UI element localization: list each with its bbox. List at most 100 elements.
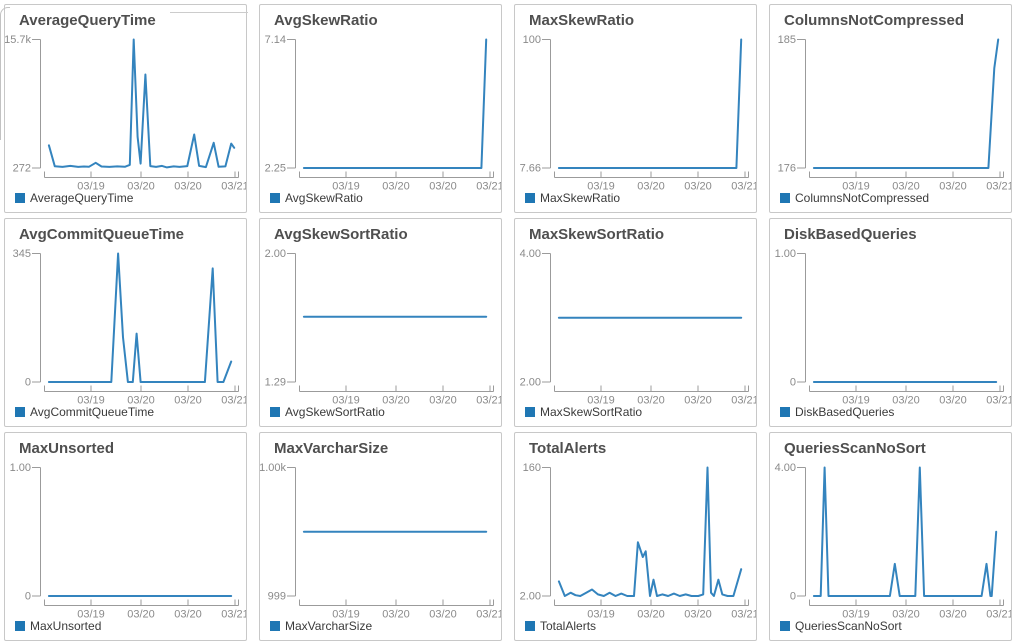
legend-series-color-icon	[15, 621, 25, 631]
y-axis-max-label: 345	[13, 248, 31, 260]
x-axis-tick-label: 03/19	[332, 609, 360, 620]
metric-widget-panel-AverageQueryTime[interactable]: AverageQueryTime 15.7k 272 03/19 03/20 03/20…	[4, 4, 247, 213]
line-chart[interactable]: 345 0 03/19 03/20 03/20 03/21	[5, 245, 247, 405]
x-axis-tick-label: 03/21	[986, 181, 1012, 192]
widget-title[interactable]: MaxUnsorted	[19, 440, 115, 457]
y-axis-max-label: 100	[523, 34, 541, 46]
legend-series-color-icon	[525, 621, 535, 631]
y-axis-min-label: 0	[790, 377, 796, 389]
line-chart[interactable]: 1.00 0 03/19 03/20 03/20 03/21	[770, 245, 1012, 405]
x-axis-tick-label: 03/19	[842, 181, 870, 192]
x-axis-tick-label: 03/20	[127, 609, 155, 620]
chart-legend-item[interactable]: MaxVarcharSize	[270, 619, 372, 633]
chart-legend-item[interactable]: MaxSkewSortRatio	[525, 405, 642, 419]
metric-widget-panel-MaxSkewRatio[interactable]: MaxSkewRatio 100 7.66 03/19 03/20 03/20 03/21…	[514, 4, 757, 213]
line-chart[interactable]: 15.7k 272 03/19 03/20 03/20 03/21	[5, 31, 247, 191]
y-axis-max-label: 1.00	[775, 248, 796, 260]
x-axis-tick-label: 03/20	[939, 395, 967, 406]
metric-series-line	[812, 466, 998, 597]
widget-title[interactable]: AvgSkewRatio	[274, 12, 378, 29]
y-axis-max-label: 4.00	[775, 462, 796, 474]
legend-series-label: AvgSkewRatio	[285, 191, 363, 205]
line-chart[interactable]: 2.00 1.29 03/19 03/20 03/20 03/21	[260, 245, 502, 405]
x-axis-tick-label: 03/21	[731, 609, 757, 620]
x-axis-tick-label: 03/21	[221, 181, 247, 192]
line-chart[interactable]: 160 2.00 03/19 03/20 03/20 03/21	[515, 459, 757, 619]
widget-title[interactable]: MaxVarcharSize	[274, 440, 389, 457]
line-chart[interactable]: 1.00k 999 03/19 03/20 03/20 03/21	[260, 459, 502, 619]
metric-widget-panel-TotalAlerts[interactable]: TotalAlerts 160 2.00 03/19 03/20 03/20 03/21 …	[514, 432, 757, 641]
chart-legend-item[interactable]: MaxSkewRatio	[525, 191, 620, 205]
x-axis-tick-label: 03/20	[429, 609, 457, 620]
y-axis-max-label: 1.00	[10, 462, 31, 474]
legend-series-color-icon	[270, 621, 280, 631]
x-axis-tick-label: 03/19	[587, 181, 615, 192]
metric-widget-panel-MaxUnsorted[interactable]: MaxUnsorted 1.00 0 03/19 03/20 03/20 03/21 Ma…	[4, 432, 247, 641]
line-chart[interactable]: 1.00 0 03/19 03/20 03/20 03/21	[5, 459, 247, 619]
metric-widget-panel-ColumnsNotCompressed[interactable]: ColumnsNotCompressed 185 176 03/19 03/20 03/…	[769, 4, 1012, 213]
y-axis-max-label: 7.14	[265, 34, 286, 46]
y-axis-min-label: 2.00	[520, 377, 541, 389]
widget-title[interactable]: DiskBasedQueries	[784, 226, 917, 243]
y-axis-max-label: 2.00	[265, 248, 286, 260]
metric-widget-panel-QueriesScanNoSort[interactable]: QueriesScanNoSort 4.00 0 03/19 03/20 03/20 03…	[769, 432, 1012, 641]
line-chart[interactable]: 4.00 0 03/19 03/20 03/20 03/21	[770, 459, 1012, 619]
line-chart[interactable]: 100 7.66 03/19 03/20 03/20 03/21	[515, 31, 757, 191]
widget-title[interactable]: AverageQueryTime	[19, 12, 156, 29]
legend-series-label: QueriesScanNoSort	[795, 619, 902, 633]
legend-series-color-icon	[780, 621, 790, 631]
chart-legend-item[interactable]: AvgCommitQueueTime	[15, 405, 154, 419]
legend-series-color-icon	[270, 407, 280, 417]
chart-legend-item[interactable]: AvgSkewRatio	[270, 191, 363, 205]
legend-series-color-icon	[525, 407, 535, 417]
x-axis-tick-label: 03/21	[476, 609, 502, 620]
widget-title[interactable]: TotalAlerts	[529, 440, 607, 457]
line-chart[interactable]: 185 176 03/19 03/20 03/20 03/21	[770, 31, 1012, 191]
widget-title[interactable]: QueriesScanNoSort	[784, 440, 926, 457]
x-axis-tick-label: 03/20	[892, 609, 920, 620]
x-axis-tick-label: 03/21	[986, 609, 1012, 620]
y-axis-max-label: 185	[778, 34, 796, 46]
line-chart[interactable]: 4.00 2.00 03/19 03/20 03/20 03/21	[515, 245, 757, 405]
widget-title[interactable]: MaxSkewSortRatio	[529, 226, 665, 243]
y-axis-min-label: 0	[790, 591, 796, 603]
y-axis-min-label: 272	[13, 163, 31, 175]
y-axis-max-label: 4.00	[520, 248, 541, 260]
metric-widget-panel-MaxVarcharSize[interactable]: MaxVarcharSize 1.00k 999 03/19 03/20 03/20 03…	[259, 432, 502, 641]
chart-legend-item[interactable]: MaxUnsorted	[15, 619, 101, 633]
metric-widget-panel-MaxSkewSortRatio[interactable]: MaxSkewSortRatio 4.00 2.00 03/19 03/20 03/20…	[514, 218, 757, 427]
metric-widget-panel-DiskBasedQueries[interactable]: DiskBasedQueries 1.00 0 03/19 03/20 03/20 03/…	[769, 218, 1012, 427]
line-chart[interactable]: 7.14 2.25 03/19 03/20 03/20 03/21	[260, 31, 502, 191]
legend-series-label: ColumnsNotCompressed	[795, 191, 930, 205]
y-axis-max-label: 160	[523, 462, 541, 474]
chart-legend-item[interactable]: TotalAlerts	[525, 619, 596, 633]
metric-widget-panel-AvgSkewSortRatio[interactable]: AvgSkewSortRatio 2.00 1.29 03/19 03/20 03/20…	[259, 218, 502, 427]
chart-legend-item[interactable]: AverageQueryTime	[15, 191, 133, 205]
metric-series-line	[302, 38, 488, 169]
metric-series-line	[557, 466, 743, 597]
legend-series-color-icon	[270, 193, 280, 203]
widget-title[interactable]: ColumnsNotCompressed	[784, 12, 965, 29]
legend-series-color-icon	[780, 193, 790, 203]
chart-legend-item[interactable]: QueriesScanNoSort	[780, 619, 902, 633]
metric-series-line	[47, 38, 236, 169]
x-axis-tick-label: 03/20	[382, 181, 410, 192]
y-axis-min-label: 1.29	[265, 377, 286, 389]
legend-series-color-icon	[15, 193, 25, 203]
metric-series-line	[812, 38, 1000, 169]
x-axis-tick-label: 03/20	[637, 395, 665, 406]
x-axis-tick-label: 03/21	[476, 395, 502, 406]
widget-title[interactable]: AvgCommitQueueTime	[19, 226, 185, 243]
chart-legend-item[interactable]: DiskBasedQueries	[780, 405, 894, 419]
widget-title[interactable]: MaxSkewRatio	[529, 12, 635, 29]
legend-series-color-icon	[15, 407, 25, 417]
chart-legend-item[interactable]: ColumnsNotCompressed	[780, 191, 929, 205]
chart-legend-item[interactable]: AvgSkewSortRatio	[270, 405, 385, 419]
x-axis-tick-label: 03/21	[986, 395, 1012, 406]
widget-title[interactable]: AvgSkewSortRatio	[274, 226, 408, 243]
metric-widget-panel-AvgSkewRatio[interactable]: AvgSkewRatio 7.14 2.25 03/19 03/20 03/20 03/2…	[259, 4, 502, 213]
metric-widget-panel-AvgCommitQueueTime[interactable]: AvgCommitQueueTime 345 0 03/19 03/20 03/20 03…	[4, 218, 247, 427]
metric-series-line	[47, 252, 233, 383]
x-axis-tick-label: 03/19	[77, 609, 105, 620]
y-axis-max-label: 1.00k	[260, 462, 286, 474]
